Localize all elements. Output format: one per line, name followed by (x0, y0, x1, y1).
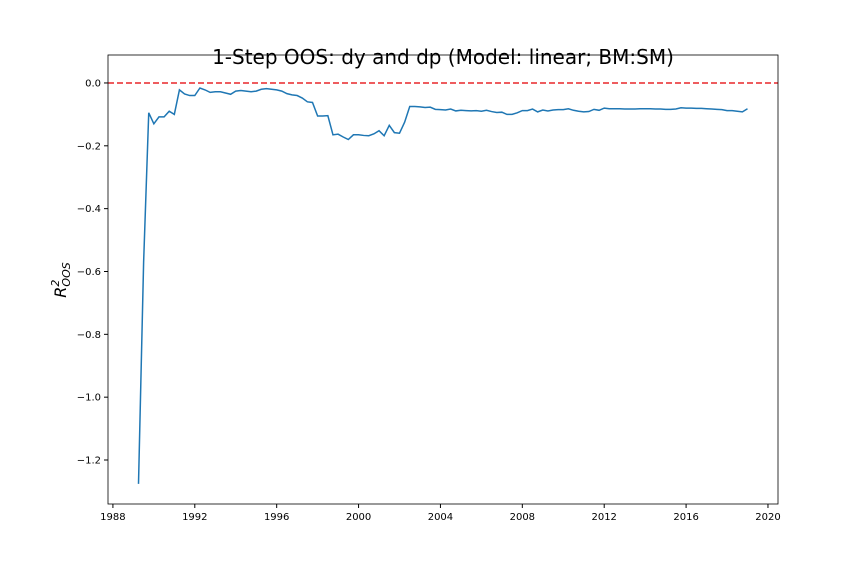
y-tick-label: −0.4 (77, 204, 101, 215)
x-tick-label: 2012 (591, 512, 616, 523)
y-label-sub: OOS (60, 262, 73, 286)
chart-title: 1-Step OOS: dy and dp (Model: linear; BM… (212, 45, 674, 69)
x-tick-label: 1992 (182, 512, 207, 523)
plot-frame (107, 54, 779, 505)
x-tick-label: 2004 (428, 512, 453, 523)
y-tick-label: −0.2 (77, 141, 101, 152)
y-tick-label: 0.0 (85, 78, 101, 89)
x-tick-label: 1996 (264, 512, 289, 523)
y-tick-label: −1.2 (77, 456, 101, 467)
y-tick-label: −0.6 (77, 267, 101, 278)
y-label-sup: 2 (49, 280, 62, 287)
x-tick-label: 2016 (673, 512, 698, 523)
x-tick-label: 2008 (510, 512, 535, 523)
y-tick-label: −0.8 (77, 330, 101, 341)
y-tick-label: −1.0 (77, 393, 101, 404)
y-label-base: R (51, 287, 70, 298)
series-line (137, 87, 748, 484)
x-tick-label: 2000 (346, 512, 371, 523)
y-axis-label: R2OOS (49, 262, 73, 297)
x-tick-label: 1988 (100, 512, 125, 523)
x-tick-label: 2020 (755, 512, 780, 523)
